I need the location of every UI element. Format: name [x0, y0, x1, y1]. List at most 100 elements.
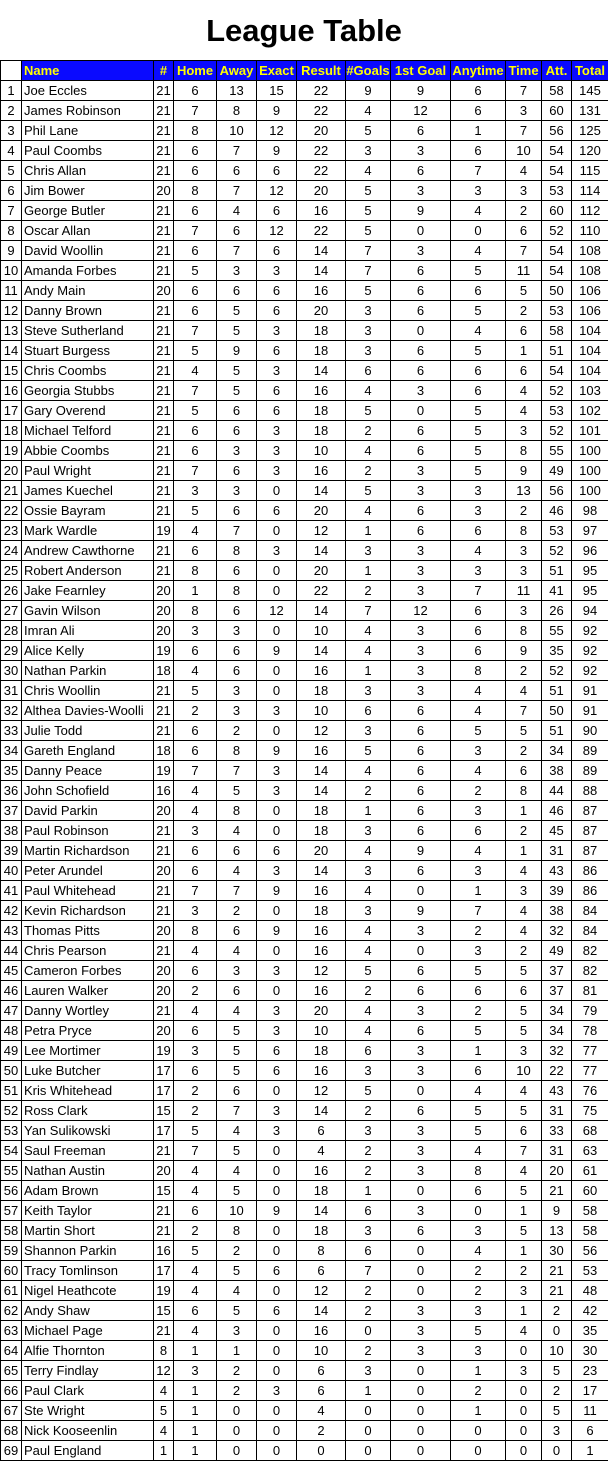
value-cell: 51: [541, 340, 572, 361]
value-cell: 4: [450, 540, 506, 561]
value-cell: 0: [256, 1220, 297, 1241]
value-cell: 34: [541, 740, 572, 761]
value-cell: 41: [541, 580, 572, 601]
value-cell: 21: [153, 440, 174, 461]
rank-cell: 62: [0, 1300, 22, 1321]
value-cell: 12: [296, 1280, 346, 1301]
value-cell: 110: [571, 220, 608, 241]
value-cell: 14: [296, 260, 346, 281]
table-row: 47 Danny Wortley 21 4 4 3 20 4 3 2 5 34 79: [0, 1000, 608, 1021]
value-cell: 3: [256, 860, 297, 881]
value-cell: 7: [216, 520, 257, 541]
value-cell: 18: [153, 740, 174, 761]
value-cell: 3: [450, 1300, 506, 1321]
value-cell: 6: [390, 720, 451, 741]
value-cell: 4: [345, 500, 391, 521]
value-cell: 5: [345, 280, 391, 301]
value-cell: 100: [571, 480, 608, 501]
value-cell: 4: [450, 320, 506, 341]
value-cell: 5: [345, 120, 391, 141]
table-row: 2 James Robinson 21 7 8 9 22 4 12 6 3 60 131: [0, 100, 608, 121]
value-cell: 100: [571, 440, 608, 461]
value-cell: 0: [256, 1080, 297, 1101]
table-row: 57 Keith Taylor 21 6 10 9 14 6 3 0 1 9 58: [0, 1200, 608, 1221]
name-cell: Joe Eccles: [21, 80, 154, 101]
name-cell: Nathan Austin: [21, 1160, 154, 1181]
value-cell: 9: [256, 880, 297, 901]
table-row: 69 Paul England 1 1 0 0 0 0 0 0 0 0 1: [0, 1440, 608, 1461]
rank-cell: 4: [0, 140, 22, 161]
table-row: 48 Petra Pryce 20 6 5 3 10 4 6 5 5 34 78: [0, 1020, 608, 1041]
value-cell: 19: [153, 1040, 174, 1061]
value-cell: 5: [505, 1220, 542, 1241]
value-cell: 21: [153, 480, 174, 501]
value-cell: 13: [216, 80, 257, 101]
value-cell: 3: [345, 1060, 391, 1081]
value-cell: 18: [296, 1220, 346, 1241]
value-cell: 4: [345, 620, 391, 641]
value-cell: 52: [541, 540, 572, 561]
value-cell: 6: [256, 380, 297, 401]
value-cell: 3: [256, 760, 297, 781]
value-cell: 20: [296, 1000, 346, 1021]
rank-cell: 26: [0, 580, 22, 601]
value-cell: 20: [296, 840, 346, 861]
value-cell: 5: [216, 380, 257, 401]
value-cell: 6: [505, 980, 542, 1001]
value-cell: 6: [345, 1200, 391, 1221]
value-cell: 0: [390, 880, 451, 901]
value-cell: 14: [296, 780, 346, 801]
value-cell: 8: [296, 1240, 346, 1261]
value-cell: 12: [296, 1080, 346, 1101]
value-cell: 2: [505, 500, 542, 521]
rank-cell: 25: [0, 560, 22, 581]
value-cell: 10: [505, 140, 542, 161]
value-cell: 6: [450, 1180, 506, 1201]
value-cell: 2: [345, 1280, 391, 1301]
value-cell: 125: [571, 120, 608, 141]
value-cell: 6: [450, 600, 506, 621]
value-cell: 49: [541, 940, 572, 961]
value-cell: 5: [345, 960, 391, 981]
rank-cell: 31: [0, 680, 22, 701]
value-cell: 6: [390, 340, 451, 361]
value-cell: 13: [541, 1220, 572, 1241]
value-cell: 6: [505, 760, 542, 781]
value-cell: 14: [296, 480, 346, 501]
rank-cell: 20: [0, 460, 22, 481]
value-cell: 3: [505, 420, 542, 441]
value-cell: 10: [296, 620, 346, 641]
table-row: 7 George Butler 21 6 4 6 16 5 9 4 2 60 112: [0, 200, 608, 221]
value-cell: 58: [541, 320, 572, 341]
value-cell: 4: [216, 1000, 257, 1021]
value-cell: 60: [571, 1180, 608, 1201]
value-cell: 43: [541, 1080, 572, 1101]
value-cell: 3: [390, 540, 451, 561]
value-cell: 16: [153, 780, 174, 801]
value-cell: 7: [173, 380, 217, 401]
value-cell: 16: [296, 740, 346, 761]
value-cell: 31: [541, 840, 572, 861]
value-cell: 8: [216, 540, 257, 561]
table-row: 8 Oscar Allan 21 7 6 12 22 5 0 0 6 52 110: [0, 220, 608, 241]
value-cell: 20: [296, 180, 346, 201]
value-cell: 17: [153, 1120, 174, 1141]
value-cell: 9: [256, 740, 297, 761]
value-cell: 10: [296, 440, 346, 461]
value-cell: 4: [505, 400, 542, 421]
value-cell: 6: [216, 600, 257, 621]
value-cell: 0: [256, 620, 297, 641]
value-cell: 2: [345, 780, 391, 801]
value-cell: 6: [390, 1220, 451, 1241]
value-cell: 21: [153, 140, 174, 161]
rank-cell: 63: [0, 1320, 22, 1341]
rank-cell: 32: [0, 700, 22, 721]
value-cell: 20: [153, 620, 174, 641]
value-cell: 0: [345, 1400, 391, 1421]
value-cell: 0: [256, 1240, 297, 1261]
value-cell: 12: [256, 600, 297, 621]
value-cell: 2: [173, 1220, 217, 1241]
rank-cell: 29: [0, 640, 22, 661]
value-cell: 3: [256, 700, 297, 721]
value-cell: 34: [541, 1000, 572, 1021]
